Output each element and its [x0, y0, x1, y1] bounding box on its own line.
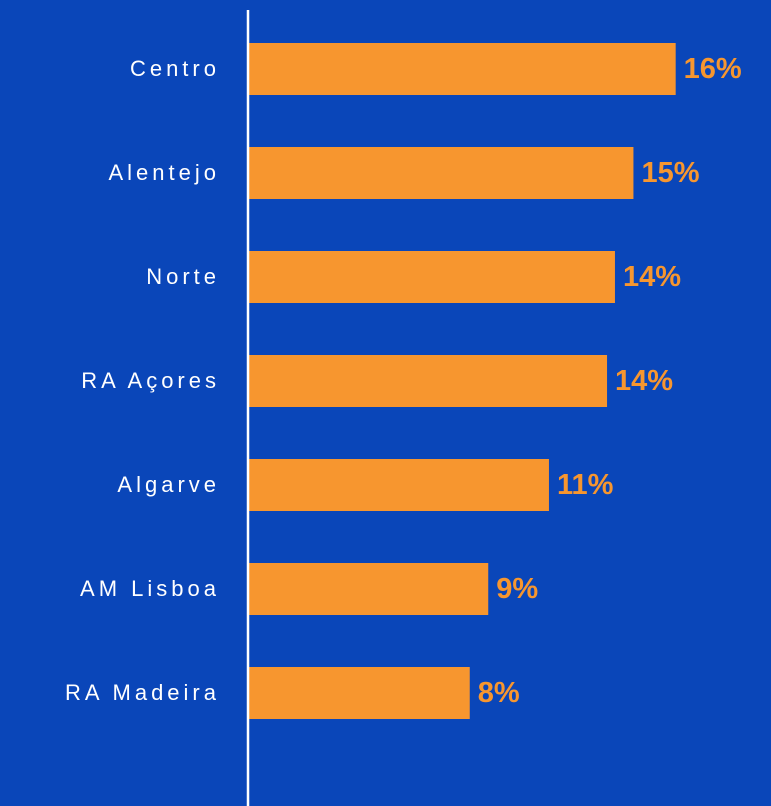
bar [248, 355, 608, 407]
value-label: 8% [477, 677, 520, 709]
category-label: Centro [129, 56, 220, 81]
category-label: AM Lisboa [80, 576, 220, 601]
bar [248, 147, 634, 199]
category-label: RA Açores [81, 368, 220, 393]
category-label: Algarve [117, 472, 220, 497]
value-label: 15% [641, 157, 700, 189]
bar [248, 459, 549, 511]
bar [248, 251, 615, 303]
category-label: RA Madeira [65, 680, 220, 705]
category-label: Alentejo [108, 160, 220, 185]
bar [248, 43, 676, 95]
value-label: 14% [615, 365, 674, 397]
bar [248, 563, 489, 615]
value-label: 16% [683, 53, 742, 85]
bar [248, 667, 470, 719]
category-label: Norte [146, 264, 220, 289]
value-label: 9% [496, 573, 539, 605]
value-label: 11% [556, 469, 614, 501]
value-label: 14% [622, 261, 681, 293]
